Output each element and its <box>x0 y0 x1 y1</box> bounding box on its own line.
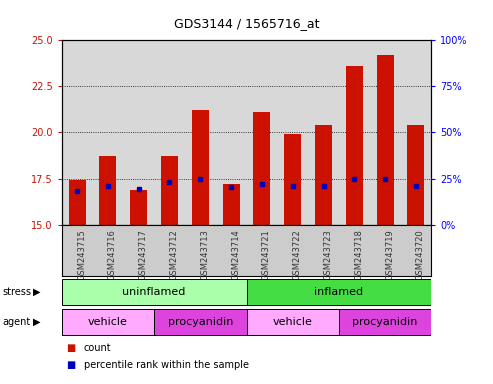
Text: inflamed: inflamed <box>315 287 363 297</box>
Text: stress: stress <box>2 287 32 297</box>
Text: GSM243717: GSM243717 <box>139 229 148 280</box>
Bar <box>346 66 363 225</box>
Text: uninflamed: uninflamed <box>122 287 186 297</box>
Text: GSM243713: GSM243713 <box>200 229 210 280</box>
Bar <box>377 55 393 225</box>
Text: GDS3144 / 1565716_at: GDS3144 / 1565716_at <box>174 17 319 30</box>
Text: GSM243718: GSM243718 <box>354 229 363 280</box>
Text: agent: agent <box>2 317 31 327</box>
Text: ■: ■ <box>67 360 76 370</box>
Bar <box>69 180 85 225</box>
Bar <box>339 308 431 335</box>
Bar <box>246 308 339 335</box>
Text: procyanidin: procyanidin <box>168 317 233 327</box>
Bar <box>284 134 301 225</box>
Bar <box>62 308 154 335</box>
Text: procyanidin: procyanidin <box>352 317 418 327</box>
Text: vehicle: vehicle <box>273 317 313 327</box>
Bar <box>246 279 431 306</box>
Bar <box>315 125 332 225</box>
Text: GSM243716: GSM243716 <box>108 229 117 280</box>
Text: ▶: ▶ <box>33 287 41 297</box>
Bar <box>223 184 240 225</box>
Bar <box>161 156 178 225</box>
Text: GSM243722: GSM243722 <box>293 229 302 280</box>
Bar <box>130 190 147 225</box>
Text: percentile rank within the sample: percentile rank within the sample <box>84 360 249 370</box>
Bar <box>100 156 116 225</box>
Text: ■: ■ <box>67 343 76 353</box>
Bar <box>408 125 424 225</box>
Text: GSM243719: GSM243719 <box>385 229 394 280</box>
Text: vehicle: vehicle <box>88 317 128 327</box>
Text: ▶: ▶ <box>33 317 41 327</box>
Bar <box>154 308 246 335</box>
Text: GSM243714: GSM243714 <box>231 229 240 280</box>
Text: GSM243723: GSM243723 <box>323 229 333 280</box>
Text: count: count <box>84 343 111 353</box>
Text: GSM243712: GSM243712 <box>170 229 178 280</box>
Bar <box>253 112 270 225</box>
Bar <box>62 279 246 306</box>
Text: GSM243720: GSM243720 <box>416 229 425 280</box>
Bar <box>192 110 209 225</box>
Text: GSM243715: GSM243715 <box>77 229 86 280</box>
Text: GSM243721: GSM243721 <box>262 229 271 280</box>
